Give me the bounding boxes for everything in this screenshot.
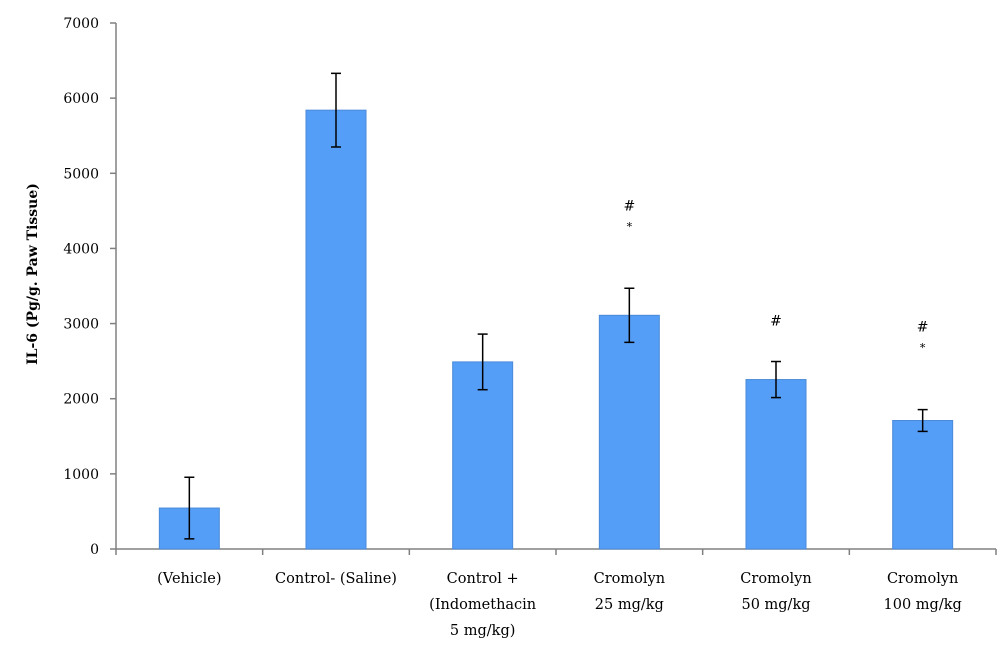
x-category-label: (Indomethacin (429, 597, 536, 613)
x-category-label: Control + (447, 571, 519, 587)
bar (745, 379, 807, 550)
y-tick-label: 1000 (63, 467, 99, 483)
significance-hash: # (917, 320, 929, 336)
y-tick-label: 7000 (63, 16, 99, 32)
category-labels: (Vehicle) Control- (Saline) Control + (Indo… (157, 571, 962, 639)
x-category-label: Control- (Saline) (275, 571, 397, 587)
significance-star: * (920, 342, 926, 355)
annotations: # * # # * (623, 198, 928, 354)
y-axis-label: IL-6 (Pg/g. Paw Tissue) (25, 183, 41, 365)
bar (892, 420, 954, 550)
x-category-label: 5 mg/kg) (450, 623, 515, 639)
y-tick-label: 0 (90, 542, 99, 558)
bar (452, 361, 514, 550)
x-category-label: Cromolyn (740, 571, 811, 587)
bar (598, 314, 660, 550)
x-category-label: (Vehicle) (157, 571, 221, 587)
bar (305, 109, 367, 550)
y-tick-label: 3000 (63, 317, 99, 333)
significance-hash: # (770, 314, 782, 330)
axes: 0 1000 2000 3000 4000 5000 6000 7000 (63, 16, 997, 558)
error-bars (184, 72, 928, 540)
y-tick-label: 4000 (63, 241, 99, 257)
y-tick-label: 2000 (63, 392, 99, 408)
y-tick-label: 5000 (63, 166, 99, 182)
x-category-label: 100 mg/kg (884, 597, 962, 613)
y-tick-label: 6000 (63, 91, 99, 107)
x-category-label: 50 mg/kg (741, 597, 810, 613)
bars (158, 109, 954, 550)
x-category-label: 25 mg/kg (595, 597, 664, 613)
significance-hash: # (623, 198, 635, 214)
x-category-label: Cromolyn (887, 571, 958, 587)
significance-star: * (627, 220, 633, 233)
x-category-label: Cromolyn (594, 571, 665, 587)
